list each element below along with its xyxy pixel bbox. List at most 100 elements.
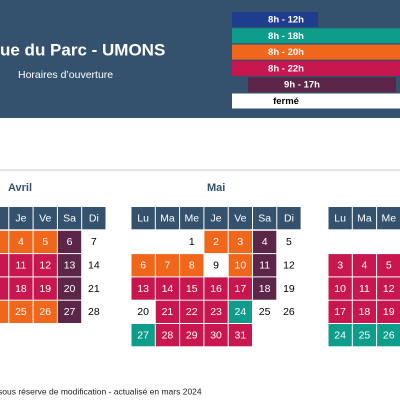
day-label: 4 xyxy=(18,236,24,248)
day-label: 13 xyxy=(64,260,76,272)
day-cell xyxy=(180,277,204,300)
day-label: 5 xyxy=(286,236,292,248)
weekday-cell xyxy=(131,207,155,230)
day-cell xyxy=(277,300,301,323)
day-cell xyxy=(57,254,82,277)
day-cell xyxy=(131,300,155,323)
day-cell xyxy=(131,277,155,300)
weekday-label: Ve xyxy=(39,212,51,224)
day-cell xyxy=(328,277,352,300)
weekday-cell xyxy=(253,207,277,230)
weekday-cell xyxy=(352,207,377,230)
subtitle: Horaires d’ouverture xyxy=(18,69,113,81)
weekday-label: Sa xyxy=(258,212,271,224)
day-cell xyxy=(82,277,106,300)
day-cell xyxy=(131,324,155,347)
legend-label: 8h - 18h xyxy=(268,31,304,42)
legend-label: 8h - 22h xyxy=(268,63,304,74)
day-cell xyxy=(180,254,204,277)
weekday-label: Ma xyxy=(160,212,175,224)
weekday-label: Sa xyxy=(63,212,76,224)
legend-label: fermé xyxy=(273,96,299,107)
weekday-cell xyxy=(57,207,82,230)
day-label: 3 xyxy=(337,260,343,272)
day-cell xyxy=(352,277,377,300)
weekday-label: Ma xyxy=(357,212,372,224)
day-cell xyxy=(204,300,228,323)
day-cell xyxy=(180,324,204,347)
day-label: 4 xyxy=(362,260,368,272)
legend-swatch xyxy=(232,44,400,60)
day-cell xyxy=(57,230,82,254)
day-cell xyxy=(377,324,400,347)
day-cell xyxy=(352,324,377,347)
day-cell xyxy=(253,300,277,323)
day-cell xyxy=(9,230,33,254)
day-label: 21 xyxy=(162,306,174,318)
day-label: 19 xyxy=(39,283,51,295)
day-cell xyxy=(228,230,252,254)
weekday-cell xyxy=(155,207,180,230)
day-label: 5 xyxy=(386,260,392,272)
day-label: 28 xyxy=(88,306,100,318)
day-cell xyxy=(9,300,33,323)
day-cell xyxy=(253,254,277,277)
day-label: 6 xyxy=(140,260,146,272)
legend-swatch xyxy=(232,28,400,44)
weekday-cell xyxy=(82,207,106,230)
day-cell xyxy=(33,230,57,254)
legend-swatch xyxy=(232,93,400,109)
day-cell xyxy=(0,254,9,277)
day-label: 14 xyxy=(88,260,100,272)
day-cell xyxy=(277,254,301,277)
day-label: 20 xyxy=(64,283,76,295)
day-cell xyxy=(82,254,106,277)
title: ue du Parc - UMONS xyxy=(0,40,165,59)
legend-swatch xyxy=(248,77,396,93)
day-label: 27 xyxy=(137,329,149,341)
day-label: 1 xyxy=(189,236,195,248)
legend-label: 8h - 12h xyxy=(268,15,304,26)
day-label: 22 xyxy=(186,306,198,318)
day-cell xyxy=(0,277,9,300)
day-cell xyxy=(155,277,180,300)
month-name: Mai xyxy=(207,182,225,194)
day-label: 26 xyxy=(39,306,51,318)
weekday-label: Ve xyxy=(234,212,246,224)
day-label: 2 xyxy=(213,236,219,248)
day-cell xyxy=(352,254,377,277)
day-cell xyxy=(180,230,204,254)
day-label: 27 xyxy=(64,306,76,318)
day-cell xyxy=(0,230,9,254)
day-label: 7 xyxy=(91,236,97,248)
day-cell xyxy=(155,300,180,323)
day-cell xyxy=(277,230,301,254)
day-label: 11 xyxy=(259,260,270,272)
day-label: 31 xyxy=(235,329,247,341)
day-label: 18 xyxy=(259,283,271,295)
day-label: 14 xyxy=(162,283,174,295)
day-cell xyxy=(253,277,277,300)
day-cell xyxy=(204,230,228,254)
weekday-cell xyxy=(228,207,252,230)
weekday-label: Di xyxy=(89,212,99,224)
weekday-cell xyxy=(204,207,228,230)
day-cell xyxy=(0,300,9,323)
day-cell xyxy=(328,300,352,323)
day-label: 17 xyxy=(235,283,247,295)
day-cell xyxy=(328,324,352,347)
weekday-label: Me xyxy=(381,212,396,224)
day-label: 17 xyxy=(334,306,346,318)
day-label: 4 xyxy=(262,236,268,248)
day-cell xyxy=(33,300,57,323)
day-cell xyxy=(155,324,180,347)
day-cell xyxy=(352,300,377,323)
day-label: 15 xyxy=(186,283,198,295)
day-label: 25 xyxy=(15,306,27,318)
weekday-cell xyxy=(9,207,33,230)
weekday-label: Lu xyxy=(334,212,346,224)
day-label: 30 xyxy=(210,329,222,341)
day-label: 25 xyxy=(359,329,371,341)
weekday-label: Lu xyxy=(137,212,149,224)
